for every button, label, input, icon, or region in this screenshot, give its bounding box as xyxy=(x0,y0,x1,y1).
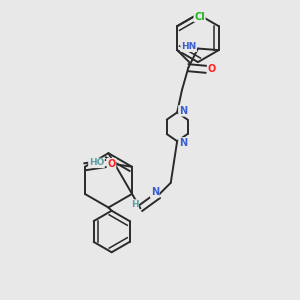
Text: N: N xyxy=(179,106,187,116)
Text: O: O xyxy=(107,159,116,169)
Text: HN: HN xyxy=(181,42,196,51)
Text: HO: HO xyxy=(89,158,104,167)
Text: N: N xyxy=(151,187,159,197)
Text: Cl: Cl xyxy=(194,12,205,22)
Text: H: H xyxy=(131,200,139,209)
Text: O: O xyxy=(208,64,216,74)
Text: N: N xyxy=(179,138,187,148)
